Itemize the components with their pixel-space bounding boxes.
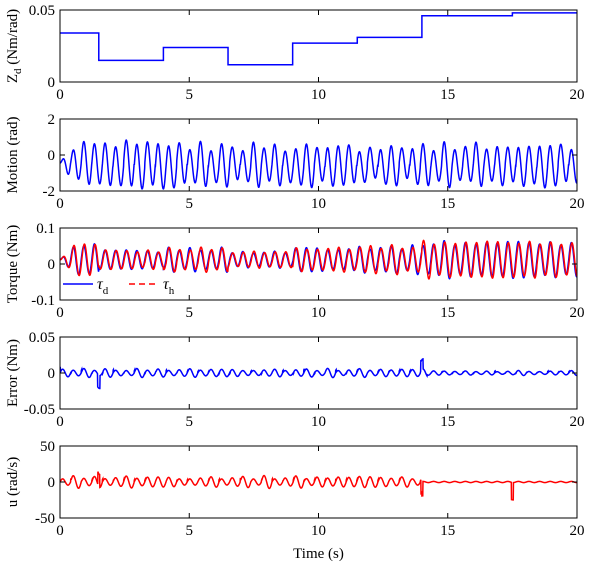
x-tick-label-motion: 0: [56, 196, 64, 212]
x-tick-label-motion: 10: [311, 196, 326, 212]
panel-zd: 0 5 10 15 20 0 0.05 Zd (Nm/rad): [5, 3, 585, 103]
y-axis-label-torque: Torque (Nm): [5, 225, 21, 304]
y-axis-label-motion: Motion (rad): [5, 116, 21, 193]
y-axis-label-error: Error (Nm): [5, 339, 21, 407]
x-tick-label-torque: 5: [186, 305, 194, 321]
y-tick-label-zd: 0: [48, 75, 56, 91]
y-tick-label-u: 50: [40, 439, 55, 455]
x-tick-label-torque: 15: [440, 305, 455, 321]
y-tick-label-error: 0.05: [29, 330, 55, 346]
axes-box-zd: [59, 9, 578, 83]
y-tick-label-motion: 0: [48, 148, 56, 164]
x-tick-label-zd: 20: [570, 87, 585, 103]
y-tick-label-u: -50: [35, 511, 55, 527]
x-tick-label-u: 0: [56, 523, 64, 539]
series-line-error-0: [60, 358, 577, 390]
x-tick-label-torque: 10: [311, 305, 326, 321]
series-line-motion-0: [60, 139, 577, 190]
series-line-torque-1: [60, 239, 577, 280]
x-tick-label-error: 5: [186, 414, 194, 430]
x-tick-label-error: 15: [440, 414, 455, 430]
y-tick-label-torque: -0.1: [31, 293, 55, 309]
x-tick-label-u: 10: [311, 523, 326, 539]
x-tick-label-motion: 15: [440, 196, 455, 212]
y-tick-label-u: 0: [48, 475, 56, 491]
x-tick-label-zd: 5: [186, 87, 194, 103]
y-tick-label-motion: 2: [48, 112, 56, 128]
y-axis-label-zd: Zd (Nm/rad): [5, 9, 24, 83]
x-tick-label-torque: 20: [570, 305, 585, 321]
x-tick-label-zd: 10: [311, 87, 326, 103]
y-tick-label-motion: -2: [43, 184, 56, 200]
y-tick-label-error: 0: [48, 366, 56, 382]
series-line-u-0: [60, 471, 577, 501]
series-line-zd-0: [60, 12, 577, 66]
x-axis-label: Time (s): [293, 546, 344, 562]
x-tick-label-u: 5: [186, 523, 194, 539]
x-tick-label-zd: 15: [440, 87, 455, 103]
legend-label-0: τd: [97, 276, 109, 297]
y-tick-label-error: -0.05: [24, 402, 55, 418]
x-tick-label-zd: 0: [56, 87, 64, 103]
x-tick-label-error: 10: [311, 414, 326, 430]
x-tick-label-motion: 5: [186, 196, 194, 212]
x-tick-label-motion: 20: [570, 196, 585, 212]
legend: τd τh: [63, 276, 175, 297]
x-tick-label-error: 20: [570, 414, 585, 430]
x-tick-label-u: 20: [570, 523, 585, 539]
y-axis-label-u: u (rad/s): [5, 457, 21, 507]
y-tick-label-torque: 0: [48, 257, 56, 273]
legend-label-1: τh: [163, 276, 175, 297]
y-tick-label-zd: 0.05: [29, 3, 55, 19]
axes-box-torque: [59, 227, 578, 301]
x-tick-label-torque: 0: [56, 305, 64, 321]
x-tick-label-u: 15: [440, 523, 455, 539]
y-tick-label-torque: 0.1: [36, 221, 55, 237]
x-tick-label-error: 0: [56, 414, 64, 430]
